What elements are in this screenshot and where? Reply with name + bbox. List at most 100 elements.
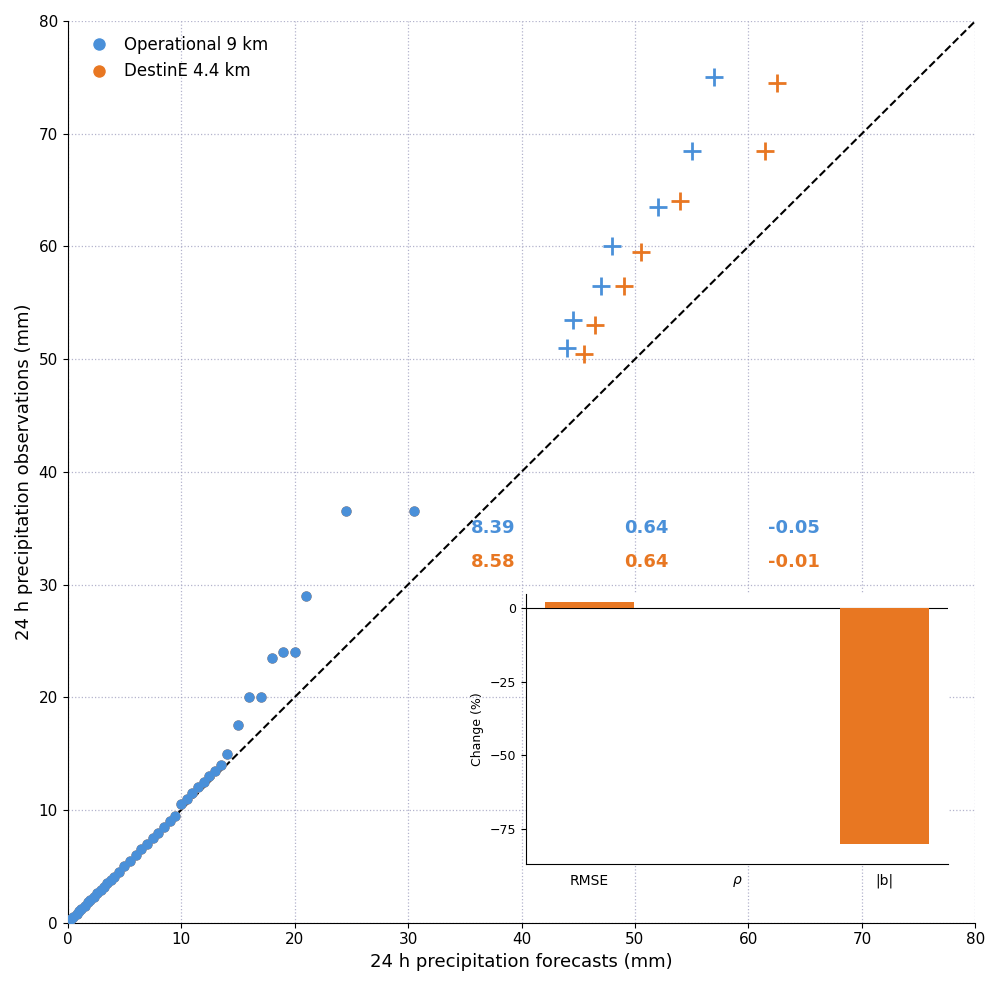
- Point: [69, 906, 85, 922]
- Point: [162, 813, 178, 829]
- Point: [82, 892, 98, 908]
- Point: [99, 876, 115, 891]
- Point: [167, 808, 183, 823]
- Point: [230, 718, 246, 734]
- Point: [73, 901, 89, 917]
- Point: [116, 859, 132, 875]
- Point: [565, 312, 581, 327]
- Point: [287, 644, 303, 660]
- Point: [684, 143, 700, 159]
- Point: [82, 892, 98, 908]
- Point: [757, 143, 773, 159]
- Point: [156, 819, 172, 835]
- Point: [133, 842, 149, 858]
- Point: [213, 757, 229, 773]
- Point: [106, 869, 122, 884]
- Point: [103, 872, 119, 887]
- Y-axis label: 24 h precipitation observations (mm): 24 h precipitation observations (mm): [15, 304, 33, 640]
- Text: -0.01: -0.01: [768, 553, 820, 571]
- Point: [162, 813, 178, 829]
- Point: [769, 75, 785, 91]
- Point: [116, 859, 132, 875]
- Point: [559, 340, 575, 356]
- Point: [207, 762, 223, 778]
- Point: [587, 317, 603, 333]
- Point: [264, 650, 280, 666]
- Point: [219, 745, 235, 761]
- Point: [69, 906, 85, 922]
- Point: [207, 762, 223, 778]
- Point: [672, 193, 688, 209]
- Point: [77, 898, 93, 914]
- Text: 0.64: 0.64: [624, 520, 669, 537]
- Point: [80, 894, 96, 910]
- Point: [128, 847, 144, 863]
- Point: [179, 791, 195, 807]
- Point: [133, 842, 149, 858]
- Point: [89, 885, 105, 901]
- Point: [184, 785, 200, 801]
- Legend: Operational 9 km, DestinE 4.4 km: Operational 9 km, DestinE 4.4 km: [76, 30, 275, 87]
- Point: [106, 869, 122, 884]
- Point: [93, 882, 109, 898]
- Point: [89, 885, 105, 901]
- Point: [63, 911, 79, 927]
- Point: [593, 278, 609, 294]
- Point: [190, 780, 206, 796]
- Point: [633, 245, 649, 260]
- Point: [86, 889, 102, 905]
- Point: [167, 808, 183, 823]
- Point: [156, 819, 172, 835]
- Point: [219, 745, 235, 761]
- Point: [616, 278, 632, 294]
- Point: [196, 774, 212, 790]
- Point: [576, 346, 592, 362]
- Point: [253, 689, 269, 705]
- Point: [298, 588, 314, 603]
- Point: [173, 797, 189, 812]
- X-axis label: 24 h precipitation forecasts (mm): 24 h precipitation forecasts (mm): [370, 953, 673, 971]
- Point: [96, 879, 112, 894]
- Point: [122, 853, 138, 869]
- Point: [111, 864, 127, 880]
- Point: [241, 689, 257, 705]
- Point: [298, 588, 314, 603]
- Point: [275, 644, 291, 660]
- Point: [145, 830, 161, 846]
- Point: [99, 876, 115, 891]
- Point: [63, 911, 79, 927]
- Text: 8.39: 8.39: [471, 520, 515, 537]
- Point: [179, 791, 195, 807]
- Point: [406, 504, 422, 520]
- Point: [213, 757, 229, 773]
- Point: [338, 504, 354, 520]
- Point: [111, 864, 127, 880]
- Point: [150, 824, 166, 840]
- Point: [230, 718, 246, 734]
- Point: [96, 879, 112, 894]
- Text: -0.05: -0.05: [768, 520, 820, 537]
- Point: [264, 650, 280, 666]
- Point: [73, 901, 89, 917]
- Point: [184, 785, 200, 801]
- Point: [86, 889, 102, 905]
- Point: [201, 768, 217, 784]
- Point: [287, 644, 303, 660]
- Point: [93, 882, 109, 898]
- Point: [128, 847, 144, 863]
- Point: [145, 830, 161, 846]
- Point: [173, 797, 189, 812]
- Point: [406, 504, 422, 520]
- Point: [338, 504, 354, 520]
- Point: [122, 853, 138, 869]
- Point: [241, 689, 257, 705]
- Point: [139, 836, 155, 852]
- Point: [604, 239, 620, 254]
- Point: [80, 894, 96, 910]
- Point: [103, 872, 119, 887]
- Text: 8.58: 8.58: [471, 553, 515, 571]
- Point: [706, 69, 722, 85]
- Point: [150, 824, 166, 840]
- Point: [190, 780, 206, 796]
- Point: [201, 768, 217, 784]
